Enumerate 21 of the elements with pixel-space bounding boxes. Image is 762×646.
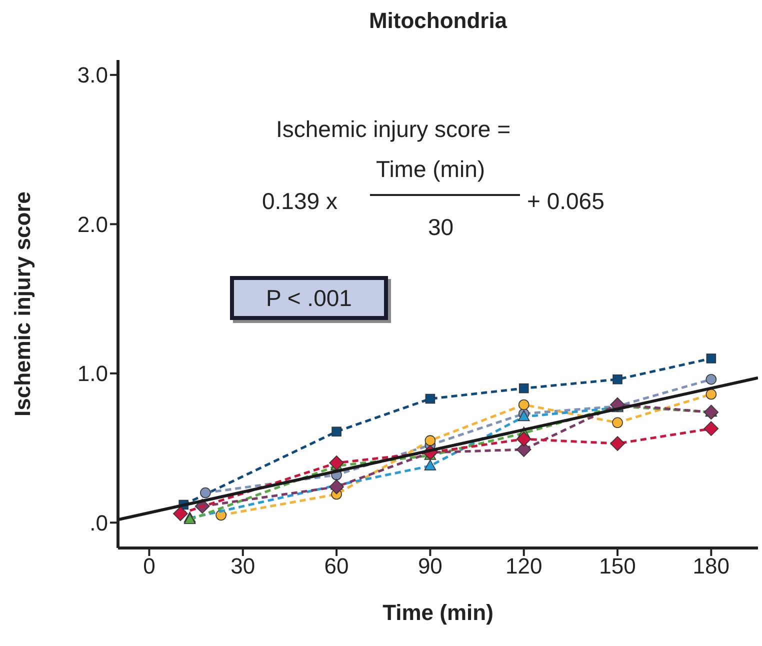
x-tick-label: 120 (505, 554, 542, 579)
annotation: 30 (428, 214, 454, 240)
label-box: P < .001 (230, 276, 388, 320)
annotation: P < .001 (266, 284, 352, 312)
y-tick-label: 3.0 (77, 62, 108, 88)
y-tick-label: 2.0 (77, 212, 108, 237)
y-axis-title: Ischemic injury score (10, 192, 35, 416)
annotation: 0.139 x (262, 188, 338, 214)
y-tick-label: .0 (90, 510, 108, 536)
x-tick-label: 60 (324, 554, 349, 579)
y-tick-label: 1.0 (77, 361, 108, 386)
annotation: + 0.065 (527, 188, 604, 214)
x-tick-label: 150 (599, 554, 636, 579)
x-tick-label: 0 (143, 554, 156, 579)
x-tick-label: 90 (418, 554, 442, 579)
annotation: Ischemic injury score = (276, 116, 511, 142)
x-tick-label: 30 (230, 554, 256, 579)
x-axis-title: Time (min) (382, 600, 494, 625)
x-tick-label: 180 (692, 554, 730, 579)
chart-title: Mitochondria (368, 8, 508, 34)
annotation: Time (min) (376, 156, 486, 182)
